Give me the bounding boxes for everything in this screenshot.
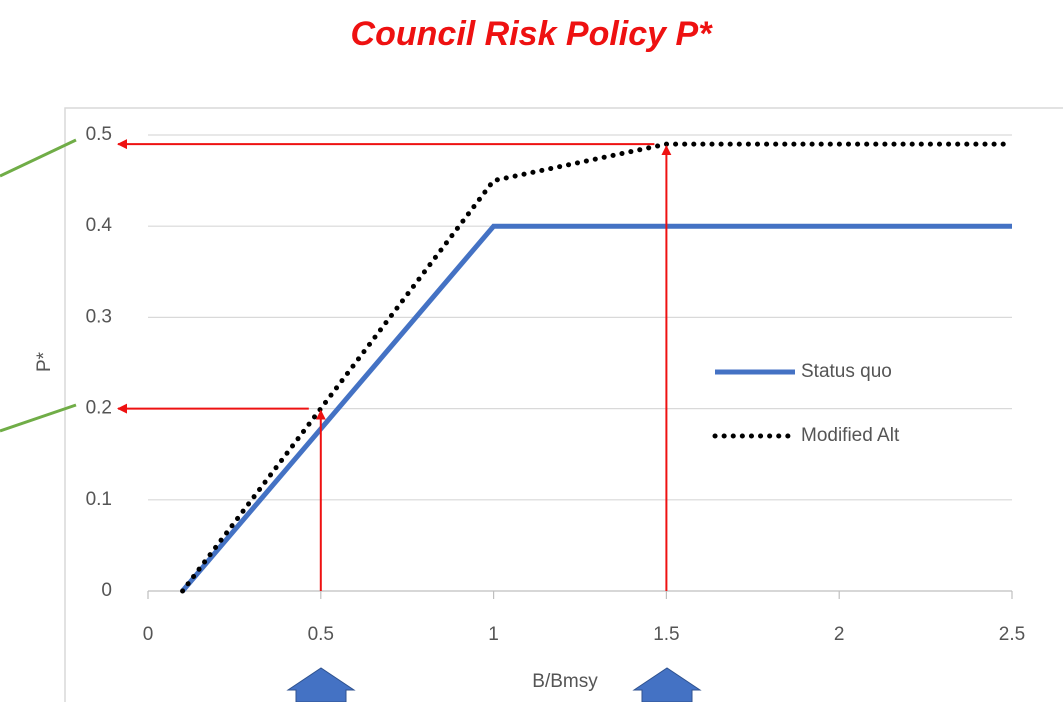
x-tick-label: 2 xyxy=(834,624,845,645)
pointer-arrow xyxy=(632,667,702,702)
series-line xyxy=(180,141,1015,594)
y-tick-label: 0.3 xyxy=(86,306,112,327)
x-tick-label: 1 xyxy=(488,624,499,645)
y-tick-label: 0.2 xyxy=(86,398,112,419)
y-tick-label: 0 xyxy=(101,580,112,601)
legend-label: Modified Alt xyxy=(801,425,900,446)
y-tick-label: 0.5 xyxy=(86,124,112,145)
callout-line xyxy=(0,138,77,178)
series-line xyxy=(180,223,1012,593)
callout-line xyxy=(0,403,77,433)
x-axis-label: B/Bmsy xyxy=(532,671,598,692)
pointer-arrow xyxy=(286,667,356,702)
x-tick-label: 2.5 xyxy=(999,624,1025,645)
x-tick-label: 1.5 xyxy=(653,624,679,645)
x-tick-label: 0 xyxy=(143,624,154,645)
x-tick-label: 0.5 xyxy=(308,624,334,645)
legend-label: Status quo xyxy=(801,361,892,382)
y-tick-label: 0.1 xyxy=(86,489,112,510)
chart-frame xyxy=(64,107,1063,702)
y-tick-label: 0.4 xyxy=(86,215,113,236)
y-axis-label: P* xyxy=(34,351,55,372)
chart-title: Council Risk Policy P* xyxy=(351,15,714,53)
